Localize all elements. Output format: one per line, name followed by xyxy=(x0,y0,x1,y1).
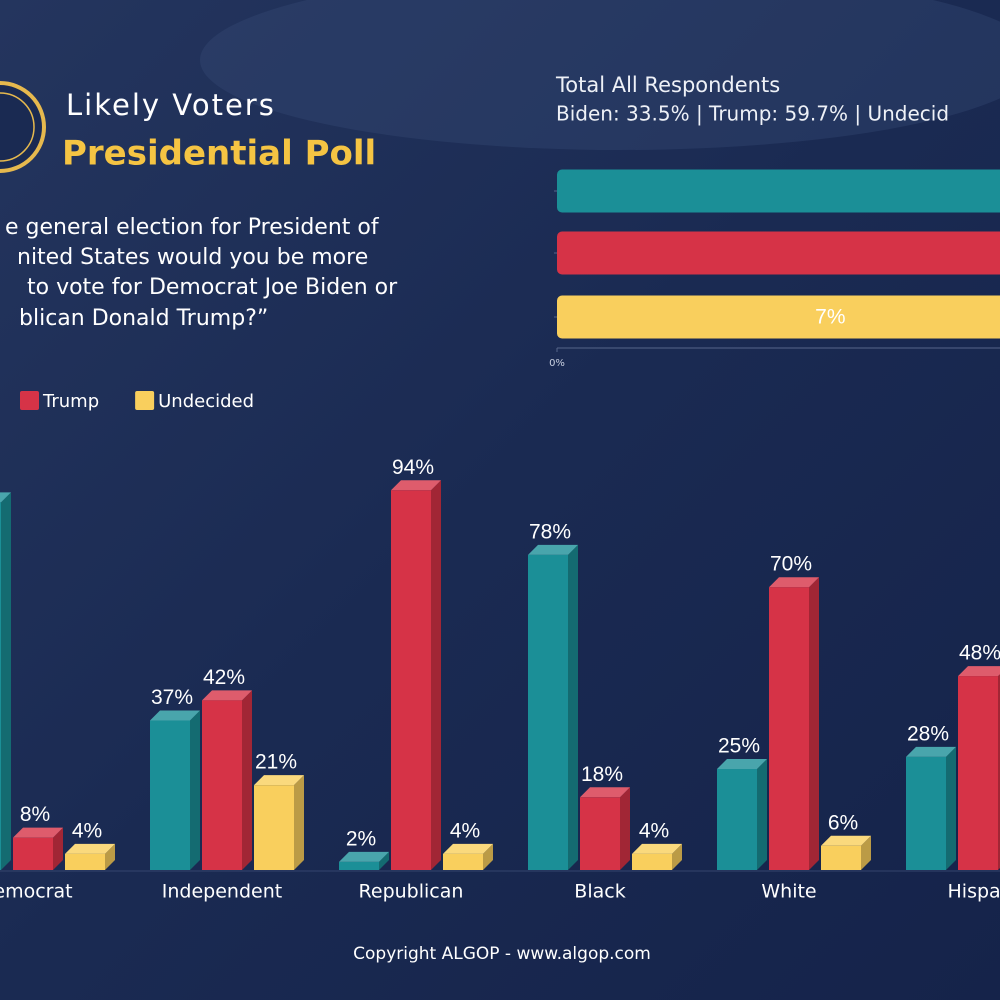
question-line: nited States would you be more xyxy=(17,245,368,270)
bar-top xyxy=(443,843,493,854)
value-label: 70% xyxy=(770,553,812,576)
bar-top xyxy=(528,544,578,555)
logo xyxy=(0,81,46,173)
x-tick-label: Independent xyxy=(162,881,282,903)
bar-top xyxy=(580,787,630,798)
bar-top xyxy=(339,851,389,862)
bar-side xyxy=(620,787,630,870)
question-line: to vote for Democrat Joe Biden or xyxy=(27,275,398,300)
bar-top xyxy=(717,759,767,769)
value-label: 94% xyxy=(392,456,434,479)
bar xyxy=(391,490,431,870)
value-label: 8% xyxy=(20,803,50,826)
charts: Total All Respondents Biden: 33.5% | Trum… xyxy=(0,73,1000,903)
bar-side xyxy=(105,843,115,870)
bar xyxy=(557,295,1000,339)
bar-side xyxy=(294,775,304,870)
bar xyxy=(528,554,568,870)
bar-side xyxy=(431,480,441,870)
bar xyxy=(339,861,379,870)
question-line: e general election for President of xyxy=(5,215,380,240)
bar-side xyxy=(861,835,871,870)
bar-side xyxy=(672,843,682,870)
value-label: 6% xyxy=(828,811,858,834)
title-line2: Presidential Poll xyxy=(62,134,376,174)
legend-label: Undecided xyxy=(158,391,254,412)
bar xyxy=(254,785,294,870)
x-tick-label: 0% xyxy=(549,358,565,369)
value-label: 25% xyxy=(718,735,760,758)
bar xyxy=(557,169,1000,213)
value-label: 42% xyxy=(203,666,245,689)
x-tick-label: Hispar xyxy=(948,881,1000,903)
background-glow xyxy=(200,0,1000,150)
bar xyxy=(202,700,242,870)
chart-subtitle: Biden: 33.5% | Trump: 59.7% | Undecid xyxy=(556,102,949,126)
value-label: 28% xyxy=(907,722,949,745)
legend-label: Trump xyxy=(42,391,99,412)
bar xyxy=(0,502,1,870)
bar-top xyxy=(150,710,200,721)
bar-top xyxy=(906,746,956,757)
bar xyxy=(65,853,105,870)
bar xyxy=(580,797,620,870)
bar-side xyxy=(809,577,819,870)
value-label: 18% xyxy=(581,763,623,786)
bar-top xyxy=(65,843,115,854)
bar-top xyxy=(769,577,819,588)
bar-side xyxy=(1,492,11,870)
bar-top xyxy=(0,492,11,503)
question-line: blican Donald Trump?” xyxy=(19,306,268,331)
chart-title: Total All Respondents xyxy=(555,73,780,97)
value-label: 7% xyxy=(815,306,845,329)
bar xyxy=(769,587,809,870)
bar xyxy=(13,837,53,870)
legend-swatch xyxy=(135,391,155,410)
x-tick-label: Republican xyxy=(359,881,464,903)
bar-top xyxy=(391,480,441,491)
bar-top xyxy=(254,775,304,786)
x-tick-label: White xyxy=(761,881,816,903)
legend-swatch xyxy=(20,391,39,410)
value-label: 4% xyxy=(450,819,480,842)
bar-top xyxy=(821,835,871,846)
bar-side xyxy=(483,843,493,870)
x-tick-label: emocrat xyxy=(0,881,73,903)
bar xyxy=(821,845,861,870)
bar-side xyxy=(946,746,956,870)
bar xyxy=(557,231,1000,275)
value-label: 78% xyxy=(529,520,571,543)
title-line1: Likely Voters xyxy=(66,88,276,122)
bar-top xyxy=(632,843,682,854)
bar xyxy=(632,853,672,870)
value-label: 4% xyxy=(72,819,102,842)
x-tick-label: Black xyxy=(574,881,625,903)
bar xyxy=(717,769,757,870)
bar-side xyxy=(379,851,389,870)
bar-side xyxy=(53,827,63,870)
bar xyxy=(150,720,190,870)
bar xyxy=(958,676,998,870)
bar-side xyxy=(242,690,252,870)
value-label: 21% xyxy=(255,751,297,774)
value-label: 48% xyxy=(959,642,1000,665)
bar-side xyxy=(568,544,578,870)
bar-side xyxy=(190,710,200,870)
bar-side xyxy=(757,759,767,870)
bar-top xyxy=(202,690,252,701)
copyright: Copyright ALGOP - www.algop.com xyxy=(353,944,651,964)
value-label: 37% xyxy=(151,686,193,709)
value-label: 4% xyxy=(639,819,669,842)
bar xyxy=(443,853,483,870)
value-label: 2% xyxy=(346,827,376,850)
bar-top xyxy=(13,827,63,838)
bar xyxy=(906,756,946,870)
bar-top xyxy=(958,666,1000,677)
